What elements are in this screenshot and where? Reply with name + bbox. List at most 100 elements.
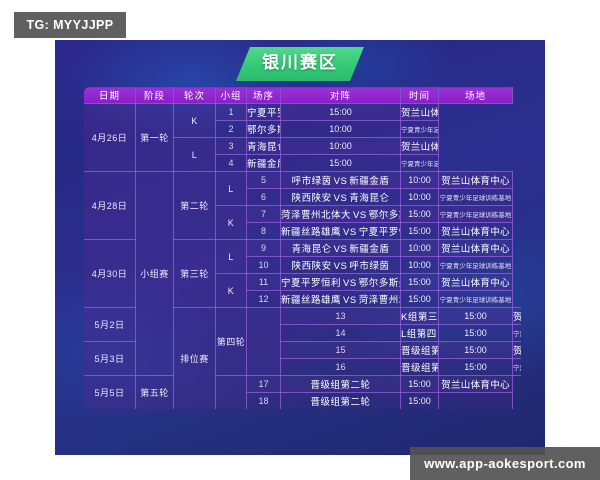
cell-match-number: 10 bbox=[246, 256, 281, 274]
table-header-cell-5: 对阵 bbox=[280, 87, 401, 104]
cell-match-number: 17 bbox=[246, 375, 281, 393]
cell-match-number: 1 bbox=[215, 103, 247, 121]
table-row: 4月28日 小组赛 第二轮 L 5 呼市绿茵 VS 新疆金盾 10:00 贺兰山体育中心 bbox=[84, 171, 521, 376]
cell-group bbox=[215, 375, 247, 409]
cell-venue: 宁夏青少年足球训练基地 bbox=[438, 188, 513, 206]
cell-stage: 小组赛 bbox=[135, 171, 174, 376]
table-row: 5月5日 第五轮 17 晋级组第二轮 15:00 贺兰山体育中心 bbox=[84, 375, 521, 409]
cell-match-number: 2 bbox=[215, 120, 247, 138]
cell-match-number: 11 bbox=[246, 273, 281, 291]
cell-matchup: 宁夏平罗恒利VS鄂尔多斯曼森 bbox=[280, 273, 401, 291]
cell-time: 15:00 bbox=[438, 307, 513, 325]
cell-venue: 宁夏青少年足球训练基地 bbox=[438, 290, 513, 308]
cell-venue: 贺兰山体育中心 bbox=[438, 273, 513, 291]
cell-matchup: 宁夏平罗恒利VS菏泽曹州北体大 bbox=[246, 103, 281, 121]
table-row: 18 晋级组第二轮 15:00 bbox=[84, 392, 521, 409]
cell-group: L bbox=[173, 137, 216, 172]
cell-matchup: L组第四VSK组第四 bbox=[400, 324, 439, 342]
cell-venue: 贺兰山体育中心 bbox=[438, 239, 513, 257]
cell-group bbox=[246, 307, 281, 376]
cell-venue: 贺兰山体育中心 bbox=[512, 341, 521, 359]
cell-matchup: 晋级组第一轮 bbox=[400, 341, 439, 359]
table-header-row: 日期 阶段 轮次 小组 场序 对阵 时间 场地 bbox=[84, 87, 521, 104]
cell-venue: 宁夏青少年足球训练基地 bbox=[512, 324, 521, 342]
cell-date: 4月26日 bbox=[84, 103, 136, 172]
cell-group: K bbox=[173, 103, 216, 138]
cell-venue: 宁夏青少年足球训练基地 bbox=[400, 120, 439, 138]
cell-matchup: 青海昆仑VS呼市绿茵 bbox=[246, 137, 281, 155]
cell-group: K bbox=[215, 273, 247, 308]
table-header: 日期 阶段 轮次 小组 场序 对阵 时间 场地 bbox=[84, 87, 521, 104]
table-header-cell-7: 场地 bbox=[438, 87, 513, 104]
cell-matchup: 新疆丝路雄鹰VS菏泽曹州北体大 bbox=[280, 290, 401, 308]
cell-match-number: 7 bbox=[246, 205, 281, 223]
cell-date: 5月5日 bbox=[84, 375, 136, 409]
cell-match-number: 8 bbox=[246, 222, 281, 240]
cell-time: 15:00 bbox=[438, 341, 513, 359]
cell-venue: 宁夏青少年足球训练基地 bbox=[438, 256, 513, 274]
cell-match-number: 3 bbox=[215, 137, 247, 155]
cell-match-number: 15 bbox=[280, 341, 401, 359]
cell-matchup: 陕西陕安 VS 青海昆仑 bbox=[280, 188, 401, 206]
cell-matchup: 陕西陕安 VS 呼市绿茵 bbox=[280, 256, 401, 274]
cell-venue: 贺兰山体育中心 bbox=[438, 222, 513, 240]
cell-round: 第一轮 bbox=[135, 103, 174, 172]
cell-matchup: 青海昆仑 VS 新疆金盾 bbox=[280, 239, 401, 257]
cell-matchup: 菏泽曹州北体大VS鄂尔多斯曼森 bbox=[280, 205, 401, 223]
cell-time: 10:00 bbox=[280, 120, 401, 138]
cell-venue: 贺兰山体育中心 bbox=[400, 103, 439, 121]
cell-matchup: 晋级组第二轮 bbox=[280, 375, 401, 393]
cell-stage: 排位赛 bbox=[173, 307, 216, 409]
cell-time: 15:00 bbox=[280, 103, 401, 121]
cell-venue: 宁夏青少年足球训练基地 bbox=[438, 205, 513, 223]
title-banner-container: 银川赛区 bbox=[55, 47, 545, 81]
cell-match-number: 9 bbox=[246, 239, 281, 257]
cell-round: 第二轮 bbox=[173, 171, 216, 240]
cell-venue: 宁夏青少年足球训练基地 bbox=[512, 358, 521, 376]
cell-round: 第四轮 bbox=[215, 307, 247, 376]
cell-group: K bbox=[215, 205, 247, 240]
cell-time: 15:00 bbox=[400, 222, 439, 240]
telegram-watermark: TG: MYYJJPP bbox=[14, 12, 126, 38]
table-header-cell-1: 阶段 bbox=[135, 87, 174, 104]
cell-time: 10:00 bbox=[400, 171, 439, 189]
table-header-cell-0: 日期 bbox=[84, 87, 136, 104]
cell-round: 第三轮 bbox=[173, 239, 216, 308]
table-header-cell-3: 小组 bbox=[215, 87, 247, 104]
cell-time: 15:00 bbox=[438, 358, 513, 376]
cell-time: 10:00 bbox=[400, 239, 439, 257]
cell-venue: 贺兰山体育中心 bbox=[512, 307, 521, 325]
cell-time: 15:00 bbox=[400, 290, 439, 308]
cell-round: 第五轮 bbox=[135, 375, 174, 409]
cell-matchup: 晋级组第一轮 bbox=[400, 358, 439, 376]
cell-time: 15:00 bbox=[400, 392, 439, 409]
table-header-cell-2: 轮次 bbox=[173, 87, 216, 104]
cell-date: 4月28日 bbox=[84, 171, 136, 240]
website-watermark: www.app-aokesport.com bbox=[410, 447, 600, 480]
cell-time: 10:00 bbox=[280, 137, 401, 155]
cell-time: 10:00 bbox=[400, 256, 439, 274]
table-header-cell-4: 场序 bbox=[246, 87, 281, 104]
cell-group: L bbox=[215, 171, 247, 206]
cell-match-number: 16 bbox=[280, 358, 401, 376]
cell-match-number: 4 bbox=[215, 154, 247, 172]
cell-time: 15:00 bbox=[438, 324, 513, 342]
cell-time: 15:00 bbox=[400, 273, 439, 291]
cell-matchup: 新疆丝路雄鹰VS宁夏平罗恒利 bbox=[280, 222, 401, 240]
cell-matchup: K组第三VSL组第三 bbox=[400, 307, 439, 325]
cell-venue bbox=[438, 392, 513, 409]
cell-date: 4月30日 bbox=[84, 239, 136, 308]
cell-date: 5月2日 bbox=[84, 307, 136, 342]
cell-match-number: 12 bbox=[246, 290, 281, 308]
cell-venue: 贺兰山体育中心 bbox=[400, 137, 439, 155]
